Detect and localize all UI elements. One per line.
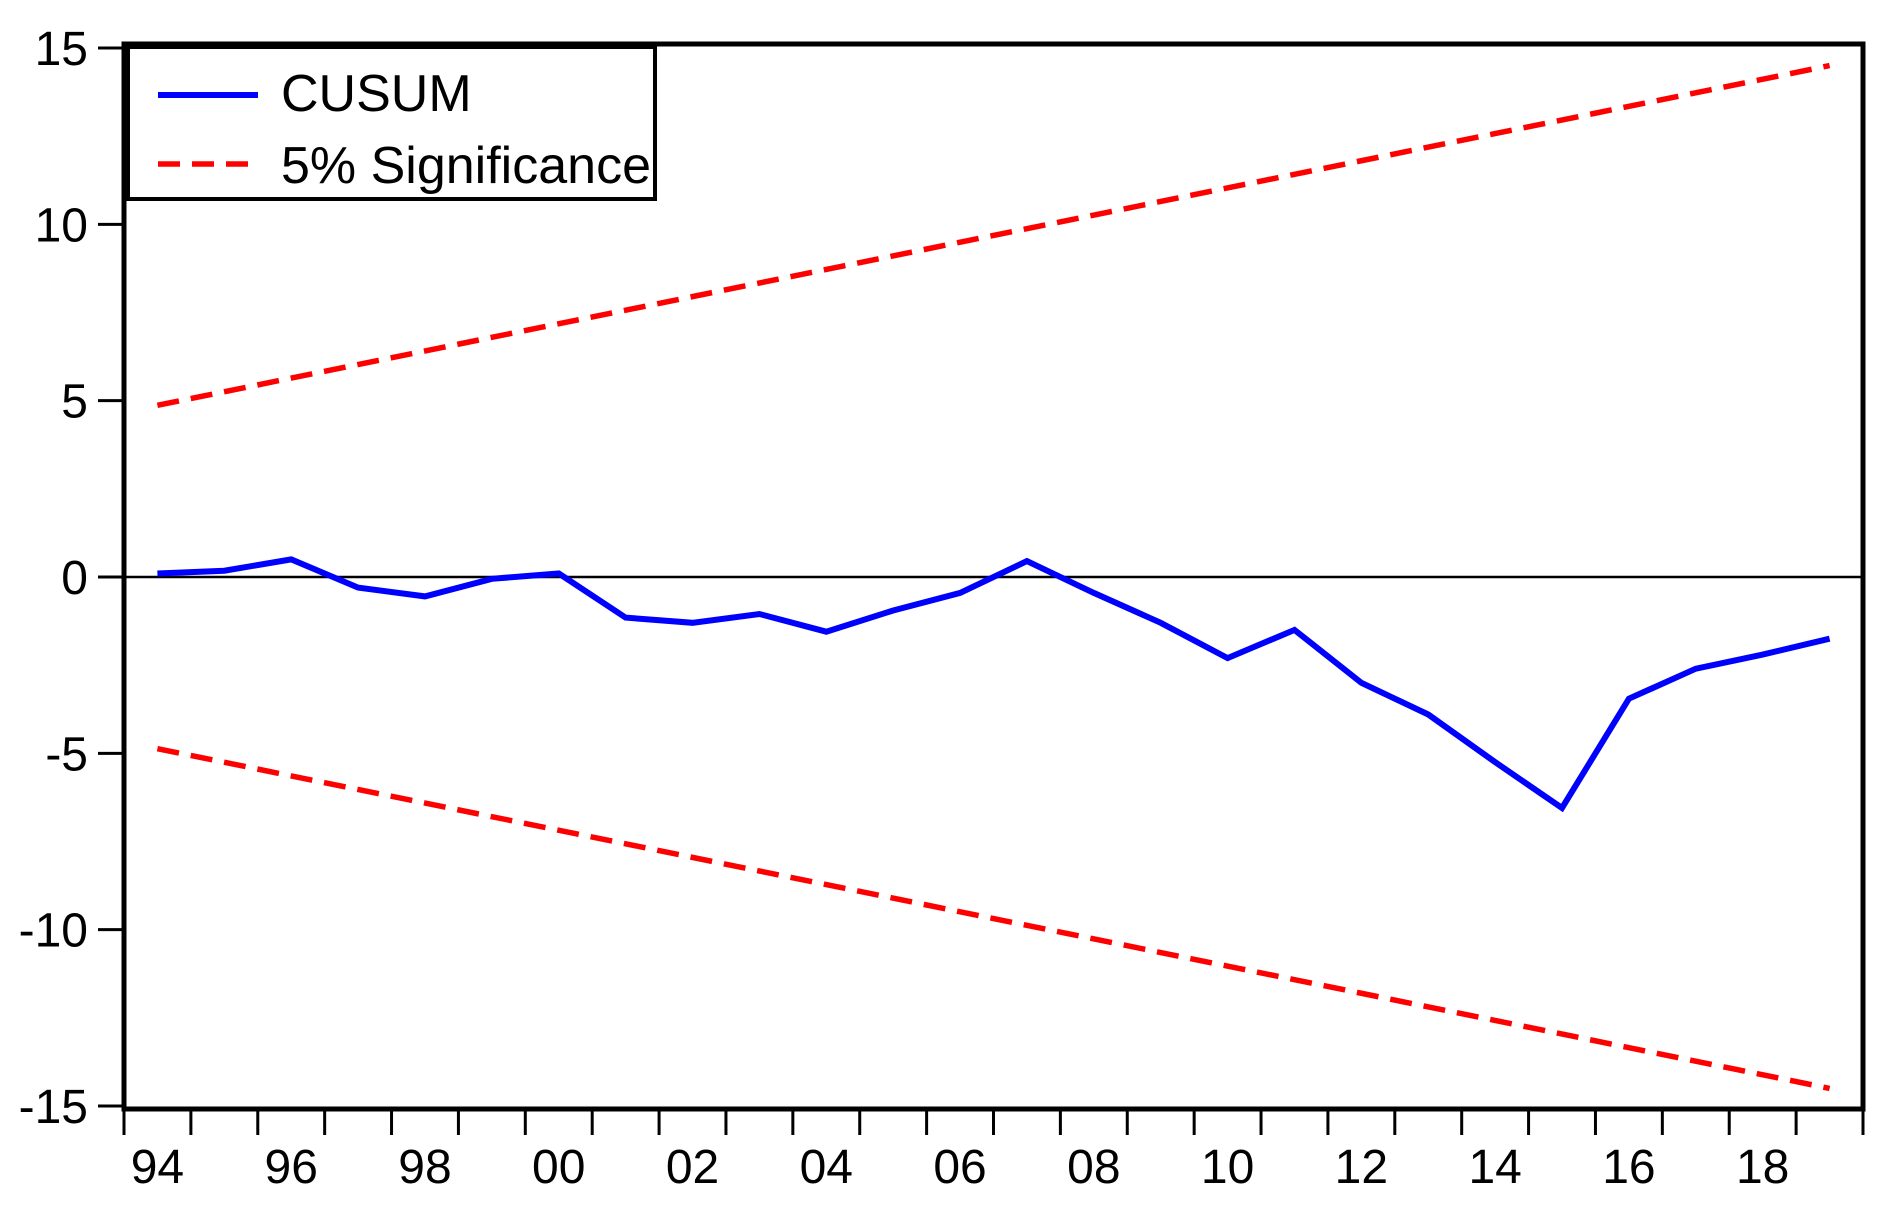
x-axis-ticks bbox=[122, 1111, 1865, 1135]
x-tick-label: 14 bbox=[1468, 1141, 1521, 1194]
y-tick-label: 15 bbox=[35, 23, 88, 76]
x-tick-label: 98 bbox=[398, 1141, 451, 1194]
y-tick-label: 5 bbox=[61, 376, 88, 429]
y-axis-ticks bbox=[98, 46, 122, 1108]
x-tick-label: 02 bbox=[666, 1141, 719, 1194]
series-lines bbox=[156, 62, 1831, 1092]
x-tick-label: 96 bbox=[265, 1141, 318, 1194]
legend: CUSUM 5% Significance bbox=[126, 45, 657, 201]
x-tick-label: 18 bbox=[1736, 1141, 1789, 1194]
significance-lower-line bbox=[156, 746, 1831, 1092]
x-tick-label: 10 bbox=[1201, 1141, 1254, 1194]
y-tick-label: -5 bbox=[45, 728, 88, 781]
x-tick-label: 16 bbox=[1602, 1141, 1655, 1194]
x-tick-label: 06 bbox=[933, 1141, 986, 1194]
cusum-line bbox=[157, 556, 1831, 813]
x-tick-label: 12 bbox=[1335, 1141, 1388, 1194]
x-tick-label: 08 bbox=[1067, 1141, 1120, 1194]
legend-label-significance: 5% Significance bbox=[281, 137, 651, 195]
y-tick-label: -10 bbox=[19, 905, 88, 958]
x-tick-label: 00 bbox=[532, 1141, 585, 1194]
x-tick-label: 04 bbox=[800, 1141, 853, 1194]
significance-upper-line bbox=[156, 62, 1831, 408]
y-tick-label: -15 bbox=[19, 1081, 88, 1134]
y-tick-label: 10 bbox=[35, 199, 88, 252]
legend-box bbox=[126, 45, 657, 201]
x-axis-labels: 94 96 98 00 02 04 06 08 10 12 14 16 18 bbox=[131, 1141, 1790, 1194]
plot-border bbox=[121, 41, 1866, 1112]
legend-label-cusum: CUSUM bbox=[281, 65, 472, 123]
y-axis-labels: 15 10 5 0 -5 -10 -15 bbox=[19, 23, 88, 1134]
y-tick-label: 0 bbox=[61, 552, 88, 605]
x-tick-label: 94 bbox=[131, 1141, 184, 1194]
